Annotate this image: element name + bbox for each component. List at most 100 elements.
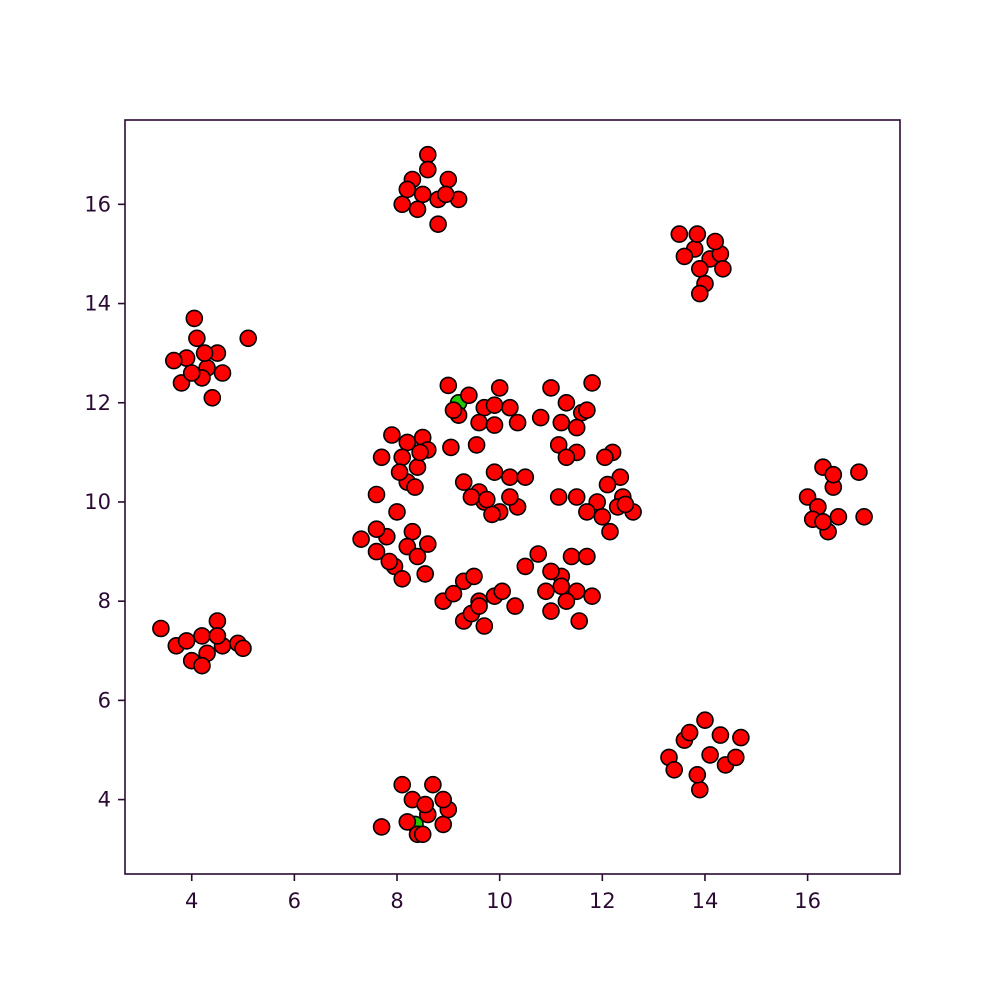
data-point — [562, 547, 581, 566]
data-point — [501, 488, 519, 506]
data-point — [408, 547, 427, 566]
data-point — [383, 426, 401, 444]
x-tick-label: 4 — [185, 889, 198, 913]
axes-frame — [124, 119, 901, 875]
x-tick-label: 12 — [589, 889, 616, 913]
data-point — [403, 522, 422, 541]
x-tick-label: 16 — [794, 889, 821, 913]
data-point — [485, 396, 504, 415]
data-point — [557, 393, 576, 412]
data-point — [549, 436, 568, 454]
data-point — [583, 374, 601, 392]
data-point — [829, 507, 848, 526]
data-point — [483, 505, 501, 524]
data-point — [726, 748, 745, 767]
data-point — [711, 726, 730, 744]
data-point — [706, 232, 725, 251]
data-point — [680, 723, 699, 742]
data-point — [182, 364, 201, 382]
data-point — [165, 351, 183, 370]
data-point — [239, 329, 257, 348]
data-point — [549, 488, 568, 506]
data-point — [542, 379, 560, 397]
data-point — [537, 582, 555, 601]
data-point — [372, 818, 391, 836]
data-point — [616, 495, 635, 514]
data-point — [434, 790, 453, 809]
data-point — [578, 401, 596, 420]
data-point — [444, 401, 463, 420]
data-point — [177, 632, 196, 650]
data-point — [434, 815, 453, 834]
data-point — [593, 507, 612, 526]
data-point — [670, 225, 689, 243]
data-point — [598, 475, 617, 494]
data-point — [567, 488, 586, 506]
data-point — [413, 825, 432, 844]
data-point — [850, 463, 868, 482]
x-tick-label: 8 — [390, 889, 403, 913]
data-point — [429, 215, 447, 233]
data-point — [516, 557, 535, 576]
data-point — [508, 413, 527, 432]
data-point — [714, 259, 732, 278]
data-point — [367, 542, 386, 561]
data-point — [367, 520, 386, 539]
data-point — [557, 448, 576, 467]
data-point — [583, 587, 601, 606]
data-point — [516, 468, 535, 487]
data-point — [393, 775, 412, 794]
data-point — [234, 639, 252, 658]
data-point — [390, 463, 409, 482]
data-point — [439, 376, 458, 395]
data-point — [552, 577, 571, 596]
data-point — [418, 160, 437, 179]
data-point — [567, 418, 586, 437]
data-point — [557, 592, 576, 611]
y-tick-label: 10 — [84, 490, 111, 514]
data-point — [372, 448, 391, 467]
axis-ticks: 4 6 8 10 12 14 16 4 6 8 10 12 14 16 — [84, 192, 821, 913]
data-point — [418, 535, 437, 553]
plot-area — [152, 145, 873, 844]
data-point — [185, 309, 204, 328]
y-tick-label: 12 — [84, 391, 111, 415]
data-point — [485, 416, 504, 434]
data-point — [462, 488, 481, 506]
data-point — [493, 582, 512, 601]
y-tick-label: 8 — [98, 589, 111, 613]
data-point — [188, 329, 206, 348]
data-point — [475, 617, 494, 635]
data-point — [690, 780, 709, 799]
data-point — [444, 584, 463, 603]
data-point — [501, 468, 519, 487]
data-point — [380, 552, 399, 571]
y-tick-label: 14 — [84, 292, 111, 316]
data-point — [388, 503, 406, 521]
data-point — [442, 438, 460, 457]
data-point — [529, 545, 548, 563]
data-point — [485, 463, 504, 482]
data-point — [411, 443, 429, 462]
data-point — [393, 195, 412, 214]
data-point — [416, 565, 435, 583]
data-point — [688, 225, 707, 243]
data-point — [701, 746, 719, 764]
data-point — [665, 760, 684, 779]
data-point — [454, 473, 473, 491]
data-point — [732, 728, 750, 747]
data-point — [418, 145, 437, 164]
data-point — [506, 597, 524, 615]
data-point — [814, 512, 832, 531]
data-point — [393, 448, 412, 467]
y-tick-label: 4 — [98, 788, 111, 812]
data-point — [213, 364, 232, 382]
data-point — [413, 185, 432, 204]
data-point — [193, 627, 211, 645]
data-point — [531, 408, 550, 427]
y-tick-label: 16 — [84, 192, 111, 216]
data-point — [398, 813, 417, 831]
data-point — [398, 180, 417, 199]
y-tick-label: 6 — [98, 688, 111, 712]
